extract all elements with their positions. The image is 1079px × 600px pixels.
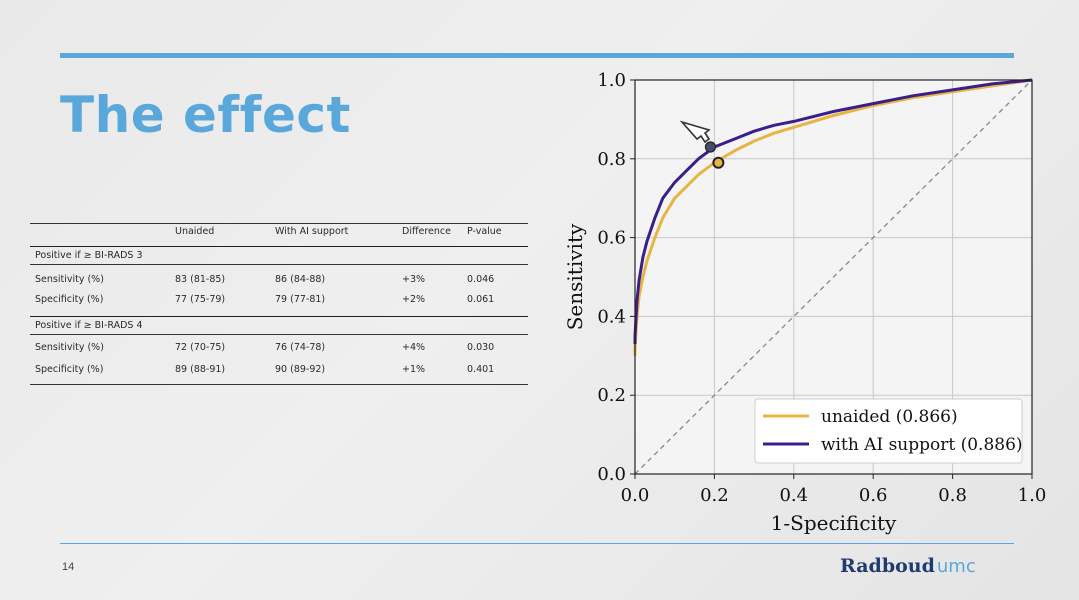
radboudumc-logo: Radboud umc	[840, 555, 976, 577]
table-header-rule	[30, 246, 528, 247]
table-cell: +3%	[402, 274, 426, 285]
y-tick-label: 0.8	[597, 149, 626, 170]
section-divider	[30, 316, 528, 317]
header-unaided: Unaided	[175, 226, 215, 237]
x-tick-label: 1.0	[1018, 485, 1047, 506]
table-cell: 79 (77-81)	[275, 294, 326, 305]
section-label: Positive if ≥ BI-RADS 3	[35, 250, 143, 261]
table-cell: Sensitivity (%)	[35, 274, 104, 285]
table-cell: +1%	[402, 364, 426, 375]
table-cell: 0.046	[467, 274, 495, 285]
section-label: Positive if ≥ BI-RADS 4	[35, 320, 143, 331]
table-cell: +2%	[402, 294, 426, 305]
table-cell: Sensitivity (%)	[35, 342, 104, 353]
slide-title: The effect	[60, 86, 351, 144]
table-cell: 77 (75-79)	[175, 294, 226, 305]
y-tick-label: 0.0	[597, 464, 626, 485]
legend-label-with-ai: with AI support (0.886)	[821, 435, 1023, 455]
x-axis-label: 1-Specificity	[771, 511, 897, 535]
table-cell: 86 (84-88)	[275, 274, 326, 285]
series-line-with-ai	[633, 78, 1033, 344]
section-rule	[30, 334, 528, 335]
page-number: 14	[62, 561, 75, 573]
cursor-arrow-icon	[679, 120, 711, 144]
chart-series	[633, 78, 1033, 356]
table-cell: 0.030	[467, 342, 495, 353]
header-difference: Difference	[402, 226, 451, 237]
table-cell: +4%	[402, 342, 426, 353]
top-accent-bar	[60, 53, 1014, 58]
section-rule	[30, 264, 528, 265]
y-tick-label: 0.6	[597, 228, 626, 249]
table-cell: 72 (70-75)	[175, 342, 226, 353]
logo-main: Radboud	[840, 555, 935, 577]
x-tick-label: 0.2	[700, 485, 729, 506]
table-bottom-rule	[30, 384, 528, 385]
table-cell: Specificity (%)	[35, 364, 104, 375]
header-p-value: P-value	[467, 226, 502, 237]
y-tick-label: 0.4	[597, 306, 626, 327]
logo-suffix: umc	[936, 556, 976, 577]
table-cell: 0.061	[467, 294, 495, 305]
legend-label-unaided: unaided (0.866)	[821, 407, 958, 427]
operating-point-unaided	[712, 156, 725, 169]
x-tick-label: 0.4	[779, 485, 808, 506]
y-tick-label: 0.2	[597, 385, 626, 406]
x-tick-label: 0.8	[938, 485, 967, 506]
table-cell: 83 (81-85)	[175, 274, 226, 285]
legend-box	[754, 398, 1023, 464]
y-tick-label: 1.0	[597, 70, 626, 91]
series-line-unaided	[633, 78, 1033, 356]
reference-diagonal	[634, 79, 1033, 475]
axis-ticks: 0.0 0.2 0.4 0.6 0.8 1.0 0.0 0.2 0.4 0.6 0.8 1.0	[597, 70, 1046, 506]
x-tick-label: 0.0	[621, 485, 650, 506]
plot-frame	[634, 79, 1033, 475]
table-cell: 90 (89-92)	[275, 364, 326, 375]
operating-point-with-ai	[704, 141, 717, 153]
table-cell: 76 (74-78)	[275, 342, 326, 353]
table-cell: 0.401	[467, 364, 495, 375]
x-tick-label: 0.6	[859, 485, 888, 506]
table-cell: 89 (88-91)	[175, 364, 226, 375]
table-cell: Specificity (%)	[35, 294, 104, 305]
y-axis-label: Sensitivity	[563, 223, 587, 330]
chart-markers	[704, 141, 725, 169]
header-with-ai: With AI support	[275, 226, 349, 237]
table-top-rule	[30, 223, 528, 224]
bottom-accent-line	[60, 543, 1014, 544]
chart-legend: unaided (0.866) with AI support (0.886)	[754, 398, 1023, 464]
